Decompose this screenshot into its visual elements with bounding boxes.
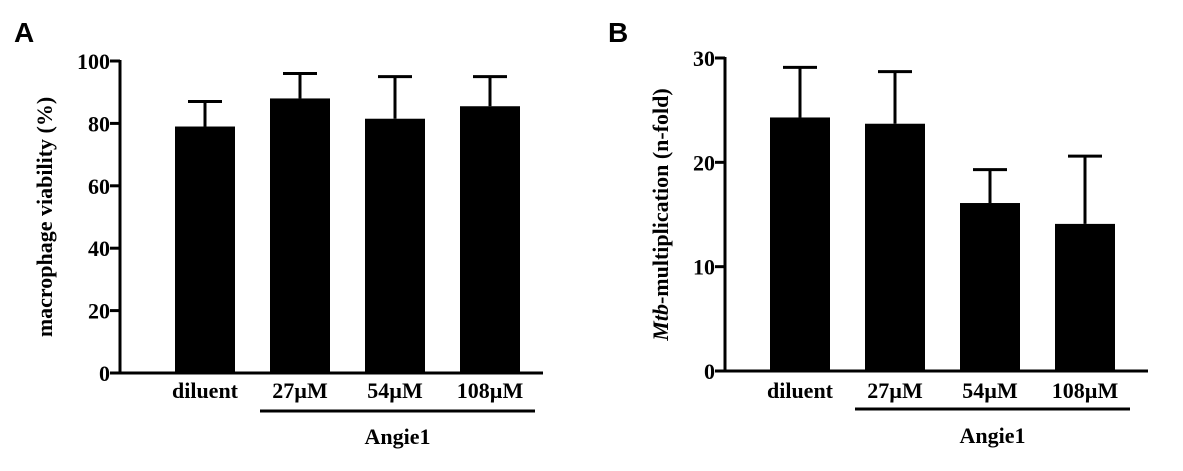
panel-b: B 0 10 20 30 diluent 27µM 54µM 108µM Angie1 Mtb-mu… (608, 17, 1148, 448)
bar-3 (365, 118, 425, 373)
category-label: diluent (767, 378, 834, 403)
y-axis-label-italic: Mtb (648, 304, 673, 342)
y-axis-label-text: macrophage viability (%) (32, 97, 57, 337)
panel-letter: B (608, 17, 628, 48)
category-label: diluent (172, 378, 239, 403)
bar-1 (770, 117, 830, 371)
category-label: 27µM (867, 378, 923, 403)
bar-2 (865, 123, 925, 371)
y-axis-label: Mtb-multiplication (n-fold) (648, 88, 673, 341)
y-axis-label-text: -multiplication (n-fold) (648, 88, 673, 304)
y-tick-label: 20 (693, 150, 715, 175)
panel-a: A 0 20 40 60 80 100 diluent 27µM 54µM 108µM Angie1 m… (14, 17, 543, 449)
y-tick-label: 0 (704, 359, 715, 384)
y-tick-label: 10 (693, 255, 715, 280)
category-label: 108µM (1052, 378, 1119, 403)
bar-4 (460, 106, 520, 374)
y-tick-label: 80 (88, 111, 110, 136)
y-axis-label: macrophage viability (%) (32, 97, 57, 337)
y-tick-label: 30 (693, 46, 715, 71)
bar-1 (175, 126, 235, 374)
group-label: Angie1 (960, 423, 1026, 448)
y-tick-label: 40 (88, 236, 110, 261)
bar-2 (270, 98, 330, 373)
y-tick-label: 0 (99, 361, 110, 386)
bar-4 (1055, 223, 1115, 371)
y-tick-label: 60 (88, 174, 110, 199)
group-label: Angie1 (365, 424, 431, 449)
y-tick-label: 100 (77, 49, 110, 74)
bar-3 (960, 203, 1020, 371)
category-label: 27µM (272, 378, 328, 403)
panel-letter: A (14, 17, 34, 48)
category-label: 108µM (457, 378, 524, 403)
category-label: 54µM (962, 378, 1018, 403)
y-tick-label: 20 (88, 299, 110, 324)
category-label: 54µM (367, 378, 423, 403)
